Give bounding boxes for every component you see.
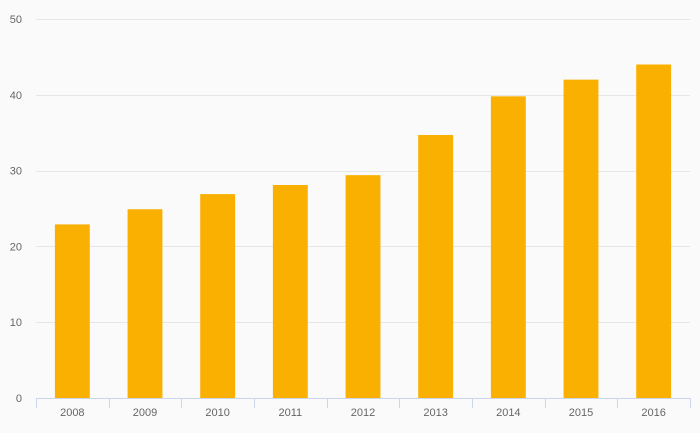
bar-2016[interactable] [636, 64, 672, 398]
bar-2015[interactable] [563, 79, 599, 398]
x-tick-label: 2013 [423, 407, 447, 419]
x-axis [36, 398, 691, 408]
x-tick-label: 2010 [205, 407, 229, 419]
x-axis-tick-labels: 2008 2009 2010 2011 2012 2013 2014 2015 2016 [60, 407, 666, 419]
x-tick-label: 2009 [133, 407, 157, 419]
bar-2009[interactable] [127, 209, 163, 398]
bar-series [54, 64, 672, 398]
y-tick-label: 0 [16, 393, 22, 405]
x-tick-label: 2012 [351, 407, 375, 419]
x-tick-label: 2014 [496, 407, 520, 419]
x-tick-label: 2015 [569, 407, 593, 419]
y-tick-label: 20 [10, 241, 22, 253]
y-tick-label: 50 [10, 14, 22, 26]
bar-2010[interactable] [200, 194, 236, 398]
y-tick-label: 40 [10, 90, 22, 102]
bar-2014[interactable] [490, 96, 526, 398]
x-tick-label: 2016 [641, 407, 665, 419]
bar-2011[interactable] [272, 185, 308, 398]
bar-2012[interactable] [345, 175, 381, 398]
y-tick-label: 10 [10, 317, 22, 329]
y-tick-label: 30 [10, 166, 22, 178]
bar-2013[interactable] [418, 134, 454, 398]
x-tick-label: 2008 [60, 407, 84, 419]
x-tick-label: 2011 [279, 407, 303, 419]
bar-2008[interactable] [54, 224, 90, 398]
y-axis-tick-labels: 0 10 20 30 40 50 [10, 14, 22, 405]
